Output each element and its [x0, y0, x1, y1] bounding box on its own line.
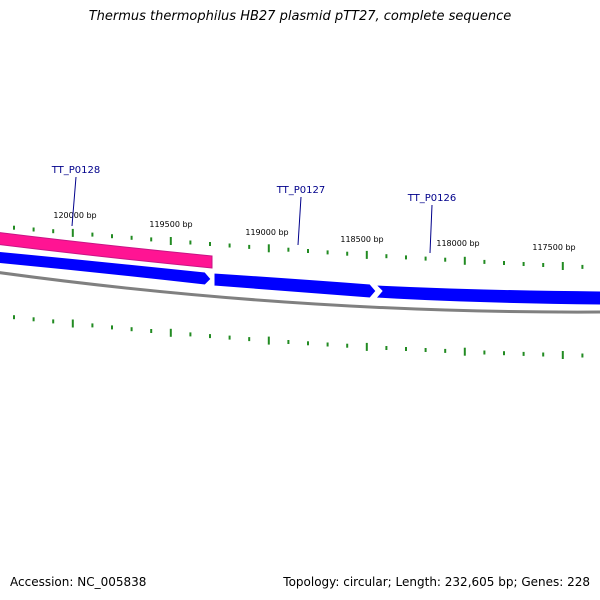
gene-labels: TT_P0128 TT_P0127 TT_P0126 [51, 165, 457, 254]
tick-label: 119000 bp [245, 228, 288, 237]
tick-label: 117500 bp [532, 243, 575, 252]
inner-tick-marks [13, 315, 584, 359]
tick-label: 118000 bp [436, 239, 479, 248]
gene-label-leader [429, 204, 433, 254]
tick-labels: 120000 bp 119500 bp 119000 bp 118500 bp 1180… [53, 211, 575, 252]
accession-label: Accession: NC_005838 [10, 575, 147, 589]
outer-tick-marks [13, 225, 584, 270]
gene-label[interactable]: TT_P0126 [407, 193, 457, 204]
tick-label: 118500 bp [340, 235, 383, 244]
map-title: Thermus thermophilus HB27 plasmid pTT27,… [88, 9, 512, 24]
sequence-summary: Topology: circular; Length: 232,605 bp; … [283, 575, 590, 589]
gene-label[interactable]: TT_P0128 [51, 165, 101, 176]
gene-tt-p0126-reverse[interactable] [374, 284, 600, 306]
gene-tt-p0128-forward[interactable] [0, 232, 213, 269]
plasmid-backbone [0, 271, 600, 314]
tick-label: 120000 bp [53, 211, 96, 220]
gene-tt-p0127-reverse[interactable] [213, 272, 377, 299]
gene-label[interactable]: TT_P0127 [276, 185, 326, 196]
gene-label-leader [297, 196, 302, 246]
gene-reverse-segment[interactable] [0, 250, 212, 286]
gene-label-leader [71, 176, 77, 227]
tick-label: 119500 bp [149, 220, 192, 229]
